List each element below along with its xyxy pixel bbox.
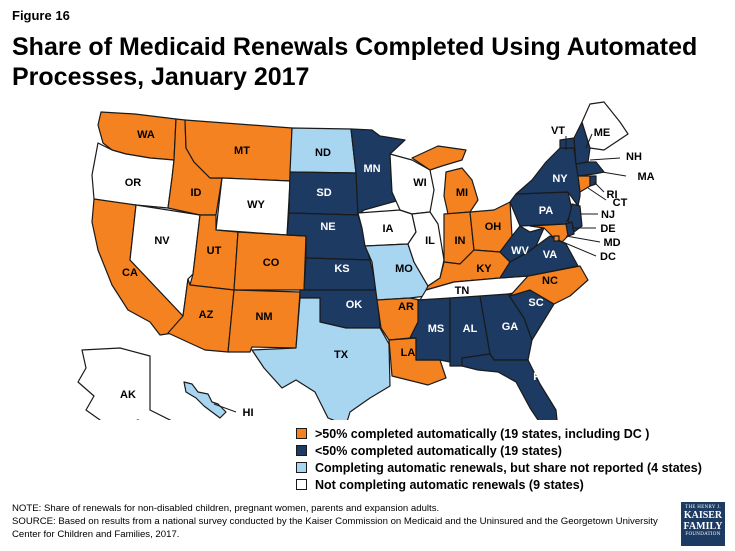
label-CO: CO <box>263 257 280 269</box>
legend-label: Completing automatic renewals, but share… <box>315 460 702 475</box>
label-MA: MA <box>637 171 654 183</box>
label-AL: AL <box>463 323 478 335</box>
label-SD: SD <box>316 187 331 199</box>
label-WI: WI <box>413 177 426 189</box>
label-VA: VA <box>543 249 558 261</box>
state-MI[interactable] <box>443 167 479 215</box>
label-NJ: NJ <box>601 209 615 221</box>
label-GA: GA <box>502 321 519 333</box>
state-MA[interactable] <box>575 161 605 177</box>
logo-line1: THE HENRY J. <box>685 505 721 510</box>
legend-swatch-under50 <box>296 445 307 456</box>
label-AK: AK <box>120 389 136 401</box>
logo-line2: KAISER <box>683 510 723 521</box>
state-DC[interactable] <box>553 235 560 242</box>
legend-label: >50% completed automatically (19 states,… <box>315 426 650 441</box>
label-OK: OK <box>346 299 363 311</box>
note-text: NOTE: Share of renewals for non-disabled… <box>12 503 440 514</box>
label-UT: UT <box>207 245 222 257</box>
state-AK[interactable] <box>77 347 194 420</box>
state-TX[interactable] <box>251 297 391 420</box>
legend-item-not-completing: Not completing automatic renewals (9 sta… <box>296 476 702 493</box>
state-RI[interactable] <box>589 175 597 187</box>
label-WV: WV <box>511 245 529 257</box>
legend-swatch-over50 <box>296 428 307 439</box>
kff-logo: THE HENRY J. KAISER FAMILY FOUNDATION <box>681 502 725 546</box>
label-IN: IN <box>455 235 466 247</box>
label-MN: MN <box>363 163 380 175</box>
label-RI: RI <box>607 189 618 201</box>
label-CA: CA <box>122 267 138 279</box>
label-OH: OH <box>485 221 502 233</box>
label-NH: NH <box>626 151 642 163</box>
logo-line3: FAMILY <box>683 521 723 532</box>
label-IA: IA <box>383 223 394 235</box>
label-MS: MS <box>428 323 445 335</box>
legend-swatch-not-completing <box>296 479 307 490</box>
state-NH[interactable] <box>573 121 591 165</box>
chart-title: Share of Medicaid Renewals Completed Usi… <box>12 33 698 91</box>
legend-item-over50: >50% completed automatically (19 states,… <box>296 425 702 442</box>
label-DC: DC <box>600 251 616 263</box>
legend-label: Not completing automatic renewals (9 sta… <box>315 477 584 492</box>
label-MO: MO <box>395 263 413 275</box>
label-TX: TX <box>334 349 349 361</box>
state-DE[interactable] <box>565 221 575 237</box>
label-IL: IL <box>425 235 435 247</box>
label-HI: HI <box>243 407 254 419</box>
label-AR: AR <box>398 301 414 313</box>
label-PA: PA <box>539 205 554 217</box>
label-CT: CT <box>613 197 628 209</box>
label-SC: SC <box>528 297 543 309</box>
state-ME[interactable] <box>581 101 629 151</box>
label-ME: ME <box>594 127 611 139</box>
label-NV: NV <box>154 235 170 247</box>
label-LA: LA <box>401 347 416 359</box>
label-AZ: AZ <box>199 309 214 321</box>
state-CT[interactable] <box>577 175 591 193</box>
footnote: NOTE: Share of renewals for non-disabled… <box>12 502 662 541</box>
legend-item-under50: <50% completed automatically (19 states) <box>296 442 702 459</box>
state-CO[interactable] <box>233 231 307 291</box>
label-DE: DE <box>600 223 615 235</box>
label-MT: MT <box>234 145 250 157</box>
label-TN: TN <box>455 285 470 297</box>
state-FL[interactable] <box>461 353 558 420</box>
label-OR: OR <box>125 177 142 189</box>
state-HI[interactable] <box>183 381 227 419</box>
source-text: SOURCE: Based on results from a national… <box>12 516 658 540</box>
label-KS: KS <box>334 263 349 275</box>
label-NM: NM <box>255 311 272 323</box>
label-NY: NY <box>552 173 568 185</box>
label-WA: WA <box>137 129 155 141</box>
label-FL: FL <box>533 371 547 383</box>
logo-line4: FOUNDATION <box>685 532 721 537</box>
state-MI-up[interactable] <box>411 145 467 171</box>
figure-label: Figure 16 <box>12 8 70 23</box>
legend: >50% completed automatically (19 states,… <box>296 425 702 493</box>
label-VT: VT <box>551 125 565 137</box>
label-KY: KY <box>476 263 492 275</box>
legend-swatch-not-reported <box>296 462 307 473</box>
legend-item-not-reported: Completing automatic renewals, but share… <box>296 459 702 476</box>
us-map: WA OR CA NV ID MT WY UT CO AZ NM ND SD N… <box>77 101 655 420</box>
label-ND: ND <box>315 147 331 159</box>
label-MI: MI <box>456 187 468 199</box>
label-WY: WY <box>247 199 265 211</box>
label-NE: NE <box>320 221 335 233</box>
label-ID: ID <box>191 187 202 199</box>
label-NC: NC <box>542 275 558 287</box>
label-MD: MD <box>603 237 620 249</box>
legend-label: <50% completed automatically (19 states) <box>315 443 562 458</box>
